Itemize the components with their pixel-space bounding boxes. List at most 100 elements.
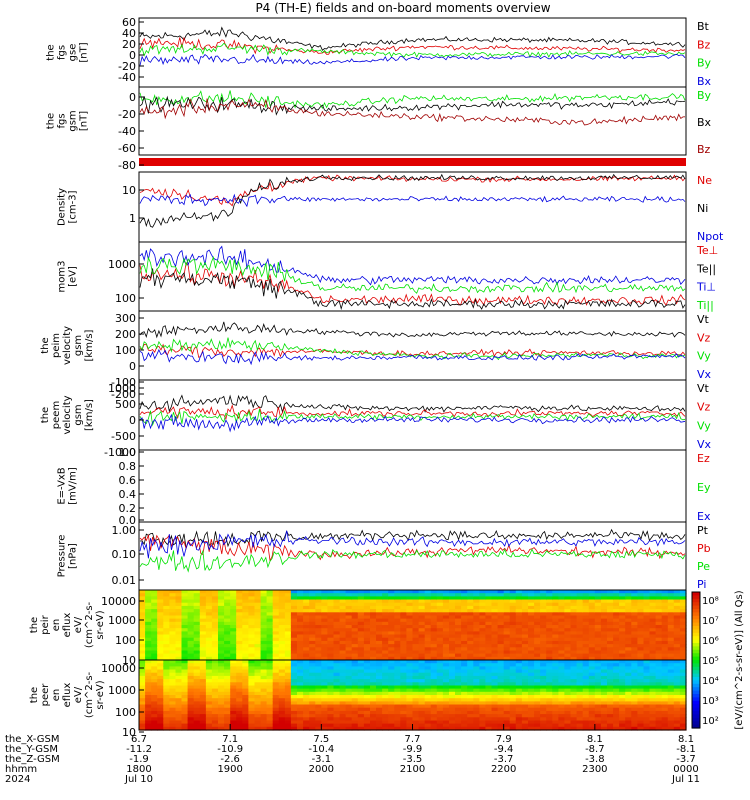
spectrogram-cell bbox=[309, 714, 316, 718]
spectrogram-cell bbox=[528, 640, 535, 645]
spectrogram-cell bbox=[570, 653, 578, 658]
spectrogram-cell bbox=[570, 717, 578, 722]
spectrogram-cell bbox=[315, 593, 322, 597]
spectrogram-cell bbox=[333, 723, 341, 728]
spectrogram-cell bbox=[394, 666, 401, 671]
spectrogram-cell bbox=[564, 710, 572, 715]
spectrogram-cell bbox=[436, 701, 444, 706]
spectrogram-cell bbox=[351, 691, 359, 696]
spectrogram-cell bbox=[157, 628, 164, 632]
spectrogram-cell bbox=[254, 631, 262, 636]
spectrogram-cell bbox=[485, 599, 493, 604]
spectrogram-cell bbox=[303, 618, 310, 623]
spectrogram-cell bbox=[673, 663, 681, 667]
spectrogram-cell bbox=[327, 644, 335, 648]
spectrogram-cell bbox=[351, 628, 359, 632]
spectrogram-cell bbox=[260, 618, 268, 623]
spectrogram-cell bbox=[163, 720, 170, 725]
spectrogram-cell bbox=[479, 656, 487, 661]
spectrogram-cell bbox=[345, 631, 353, 636]
spectrogram-cell bbox=[679, 615, 687, 620]
spectrogram-cell bbox=[260, 660, 268, 664]
spectrogram-cell bbox=[540, 621, 547, 626]
spectrogram-cell bbox=[224, 704, 231, 709]
spectrogram-cell bbox=[388, 618, 395, 623]
spectrogram-cell bbox=[418, 640, 426, 645]
spectrogram-cell bbox=[382, 596, 389, 601]
spectrogram-cell bbox=[546, 717, 553, 722]
spectrogram-cell bbox=[357, 640, 365, 645]
spectrogram-cell bbox=[388, 691, 395, 696]
spectrogram-cell bbox=[637, 596, 645, 601]
spectrogram-cell bbox=[442, 640, 450, 645]
series-line-fgs-gse-Bt bbox=[139, 26, 686, 51]
spectrogram-cell bbox=[607, 726, 614, 731]
spectrogram-cell bbox=[485, 695, 493, 699]
spectrogram-cell bbox=[363, 701, 371, 706]
spectrogram-cell bbox=[625, 675, 632, 680]
spectrogram-cell bbox=[394, 679, 401, 683]
x-tick-label: 1800 bbox=[126, 764, 151, 775]
spectrogram-cell bbox=[461, 685, 468, 690]
spectrogram-cell bbox=[461, 612, 468, 617]
spectrogram-cell bbox=[552, 590, 559, 594]
spectrogram-cell bbox=[370, 707, 377, 712]
spectrogram-cell bbox=[534, 701, 541, 706]
spectrogram-cell bbox=[637, 710, 645, 715]
spectrogram-cell bbox=[357, 679, 365, 683]
spectrogram-cell bbox=[467, 631, 474, 636]
spectrogram-cell bbox=[594, 666, 602, 671]
spectrogram-cell bbox=[139, 710, 146, 715]
spectrogram-cell bbox=[515, 691, 523, 696]
spectrogram-cell bbox=[199, 650, 207, 655]
spectrogram-cell bbox=[661, 637, 669, 642]
spectrogram-cell bbox=[345, 714, 353, 718]
spectrogram-cell bbox=[303, 612, 310, 617]
spectrogram-cell bbox=[224, 590, 231, 594]
spectrogram-cell bbox=[272, 631, 280, 636]
spectrogram-cell bbox=[339, 605, 347, 610]
legend-label: By bbox=[697, 57, 712, 70]
spectrogram-cell bbox=[424, 726, 432, 731]
spectrogram-cell bbox=[315, 612, 322, 617]
spectrogram-cell bbox=[461, 599, 468, 604]
spectrogram-cell bbox=[418, 704, 426, 709]
spectrogram-cell bbox=[594, 590, 602, 594]
spectrogram-cell bbox=[321, 698, 328, 702]
spectrogram-cell bbox=[139, 615, 146, 620]
spectrogram-cell bbox=[382, 666, 389, 671]
spectrogram-cell bbox=[254, 717, 262, 722]
spectrogram-cell bbox=[376, 682, 383, 687]
spectrogram-cell bbox=[594, 660, 602, 664]
spectrogram-cell bbox=[248, 621, 256, 626]
spectrogram-cell bbox=[503, 701, 511, 706]
y-tick-label: 0 bbox=[129, 414, 136, 427]
spectrogram-cell bbox=[145, 650, 152, 655]
spectrogram-cell bbox=[151, 726, 158, 731]
spectrogram-cell bbox=[351, 688, 359, 693]
spectrogram-cell bbox=[284, 615, 292, 620]
spectrogram-cell bbox=[181, 590, 189, 594]
spectrogram-cell bbox=[570, 599, 578, 604]
spectrogram-cell bbox=[649, 726, 657, 731]
spectrogram-cell bbox=[570, 688, 578, 693]
spectrogram-cell bbox=[333, 590, 341, 594]
spectrogram-cell bbox=[649, 612, 657, 617]
spectrogram-cell bbox=[661, 618, 669, 623]
spectrogram-cell bbox=[315, 596, 322, 601]
spectrogram-cell bbox=[558, 710, 566, 715]
spectrogram-cell bbox=[388, 625, 395, 629]
spectrogram-cell bbox=[193, 704, 201, 709]
spectrogram-cell bbox=[412, 723, 420, 728]
spectrogram-cell bbox=[436, 675, 444, 680]
spectrogram-cell bbox=[661, 628, 669, 632]
spectrogram-cell bbox=[406, 631, 414, 636]
spectrogram-cell bbox=[534, 660, 541, 664]
spectrogram-cell bbox=[309, 625, 316, 629]
y-tick-label: 10 bbox=[122, 184, 136, 197]
spectrogram-cell bbox=[449, 590, 456, 594]
spectrogram-cell bbox=[370, 701, 377, 706]
spectrogram-cell bbox=[309, 672, 316, 677]
spectrogram-cell bbox=[436, 637, 444, 642]
spectrogram-cell bbox=[619, 660, 626, 664]
